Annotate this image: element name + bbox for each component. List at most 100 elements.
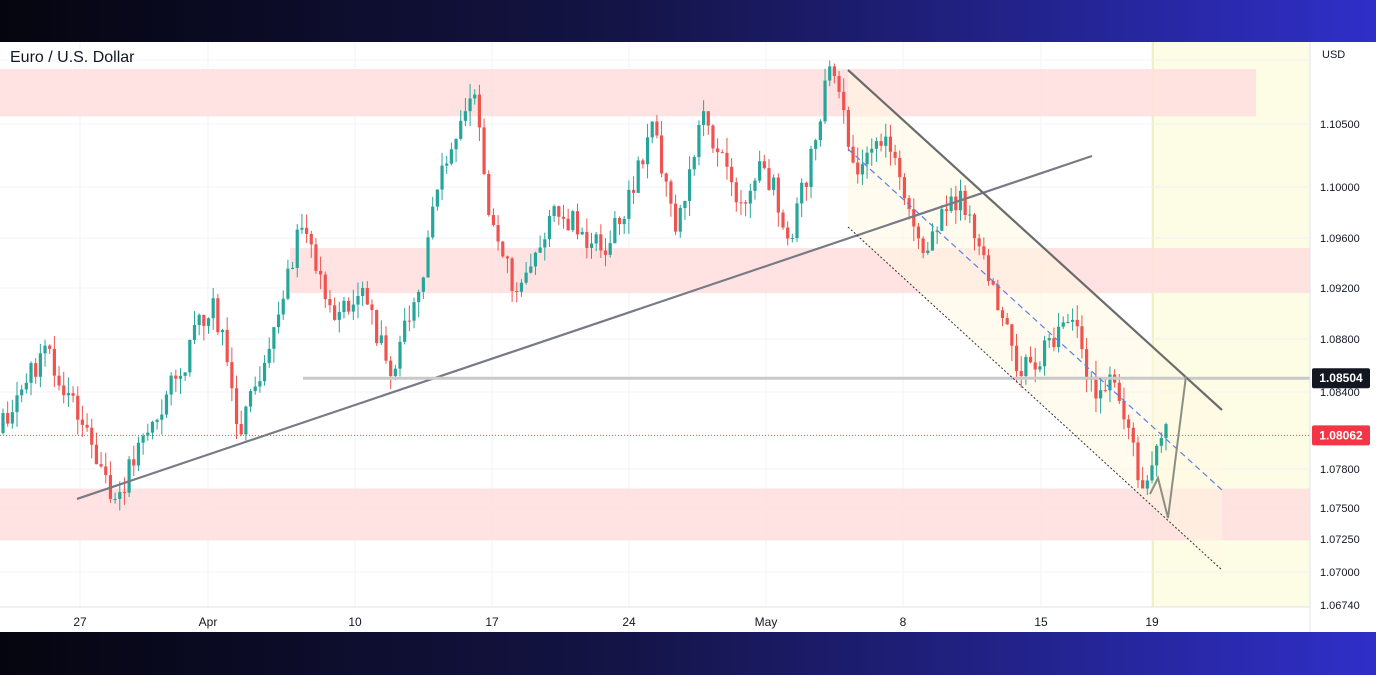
candle-body [828, 66, 832, 81]
candle-body [440, 165, 444, 190]
candle [1038, 361, 1042, 373]
candle [879, 133, 883, 152]
candle-body [1033, 362, 1037, 370]
candle [529, 253, 533, 274]
candle-body [118, 492, 122, 499]
candle-body [272, 327, 276, 349]
candle [62, 371, 66, 404]
chart-title: Euro / U.S. Dollar [10, 49, 135, 66]
candle-body [43, 345, 47, 354]
candle-body [319, 270, 323, 275]
candle-body [220, 329, 225, 333]
candle-body [230, 362, 234, 389]
candle [1024, 354, 1028, 385]
candle-body [772, 177, 776, 190]
candle [524, 262, 528, 285]
candle [239, 410, 243, 437]
candle-body [585, 231, 589, 249]
candle-body [1019, 371, 1023, 377]
price-tick-label: 1.09200 [1320, 283, 1360, 295]
candle-body [659, 135, 664, 174]
candle-body [1145, 480, 1149, 489]
candle-body [1127, 419, 1131, 428]
date-tick-label: 10 [348, 615, 362, 629]
candle [907, 195, 911, 220]
candle [24, 373, 28, 394]
candle-body [809, 148, 813, 187]
candle-body [515, 290, 519, 292]
candle [865, 146, 869, 179]
candle-body [244, 406, 248, 435]
candle [753, 177, 757, 200]
candle-body [164, 394, 169, 415]
date-tick-label: 19 [1145, 615, 1159, 629]
candle-body [253, 386, 257, 392]
candle-body [225, 329, 229, 363]
candle-body [146, 432, 150, 436]
candle-body [552, 206, 556, 217]
candle [860, 149, 865, 185]
candle [108, 461, 113, 503]
candle-body [356, 296, 360, 305]
candle [57, 366, 61, 391]
candle [398, 335, 402, 377]
chart-svg[interactable]: 1.10500 1.10000 1.09600 1.09200 1.08800 1.084… [0, 42, 1376, 632]
candle [132, 445, 136, 476]
candle [926, 241, 930, 255]
candle [351, 289, 355, 320]
candle-body [986, 255, 991, 282]
candle-body [944, 209, 949, 212]
candle-body [786, 227, 790, 239]
candle-body [702, 111, 706, 125]
candle-body [697, 124, 701, 158]
candle-body [309, 233, 313, 245]
candle-body [477, 94, 482, 128]
candle-body [916, 226, 921, 239]
candle [636, 156, 640, 194]
candle-body [234, 388, 239, 424]
candle-body [150, 421, 155, 433]
candle-body [879, 141, 883, 146]
candle-body [258, 381, 262, 387]
candle-body [468, 98, 472, 112]
candle-body [1141, 480, 1145, 489]
candle [328, 290, 332, 313]
candle [828, 60, 832, 87]
candle [739, 190, 743, 216]
candle-body [982, 246, 986, 256]
candle [912, 198, 916, 242]
candle-body [907, 198, 911, 210]
candle-body [846, 110, 850, 147]
candle [1052, 327, 1056, 352]
candle [790, 233, 794, 243]
candle-body [547, 216, 552, 240]
candle-body [720, 152, 724, 154]
candle-body [1080, 326, 1084, 350]
candle [687, 156, 692, 216]
candle [501, 240, 505, 258]
date-tick-label: 8 [900, 615, 907, 629]
candle-body [814, 140, 818, 149]
channel-upper-line [847, 69, 1223, 411]
candle-body [930, 231, 935, 251]
candle [599, 224, 603, 259]
candle-body [459, 120, 463, 139]
candle-body [645, 137, 650, 165]
candle-body [351, 304, 355, 312]
candle [104, 452, 108, 484]
candle-body [15, 395, 19, 413]
candle [323, 271, 327, 309]
candle [300, 213, 304, 234]
candle-body [613, 218, 617, 244]
candle [846, 106, 850, 152]
candle [155, 418, 159, 430]
candle-body [505, 256, 510, 259]
candle-body [132, 459, 136, 466]
candle-body [561, 216, 566, 219]
candle [356, 282, 360, 319]
candle [772, 174, 776, 196]
candle-body [566, 218, 570, 231]
candle [384, 326, 388, 364]
candle-body [631, 189, 636, 193]
candle [673, 194, 678, 236]
